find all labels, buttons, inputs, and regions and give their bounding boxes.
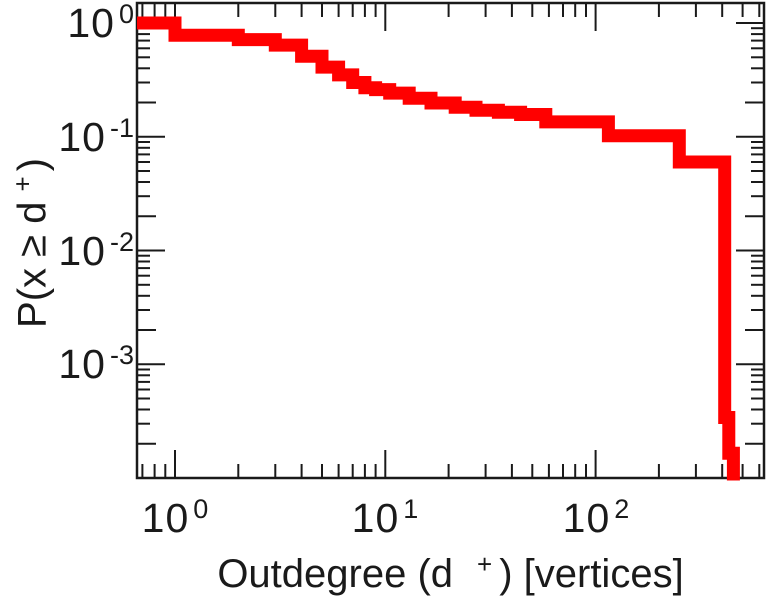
y-tick-label-base: 10	[58, 114, 106, 160]
x-tick-label-base: 10	[562, 495, 611, 541]
axis-ticks	[137, 3, 764, 479]
y-tick-label-exponent: -2	[109, 227, 134, 257]
x-axis-title: Outdegree (d +) [vertices]	[137, 549, 764, 597]
x-axis-title-superscript: +	[477, 549, 493, 579]
y-tick-label-base: 10	[67, 0, 115, 46]
y-tick-label: 10 -3	[0, 340, 134, 387]
y-tick-label-exponent: -3	[109, 340, 134, 370]
y-tick-label-exponent: -1	[109, 113, 134, 143]
y-tick-label: 10 0	[0, 0, 134, 46]
y-tick-label: 10 -1	[0, 113, 134, 160]
x-tick-label-exponent: 2	[614, 494, 630, 524]
ccdf-line	[137, 16, 740, 481]
x-tick-label: 10 0	[141, 494, 209, 542]
y-axis-title-text: P(x ≥ d	[10, 201, 55, 328]
x-tick-label: 10 1	[351, 494, 419, 542]
y-tick-label-exponent: 0	[118, 0, 134, 29]
x-axis-title-text: Outdegree (d	[217, 552, 454, 596]
plot-frame	[135, 1, 766, 480]
y-axis-title-superscript: +	[7, 176, 38, 192]
x-tick-label-exponent: 0	[193, 494, 209, 524]
x-tick-label-base: 10	[141, 495, 190, 541]
x-tick-label: 10 2	[562, 494, 630, 542]
y-axis-title: P(x ≥ d +)	[7, 158, 56, 328]
y-tick-label-base: 10	[58, 341, 106, 387]
x-tick-label-exponent: 1	[403, 494, 419, 524]
y-tick-label: 10 -2	[0, 227, 134, 274]
y-axis-title-close: )	[10, 158, 55, 172]
x-tick-label-base: 10	[351, 495, 400, 541]
x-axis-title-unit: ) [vertices]	[499, 552, 684, 596]
series-outdegree-ccdf	[137, 16, 740, 481]
y-tick-label-base: 10	[58, 228, 106, 274]
